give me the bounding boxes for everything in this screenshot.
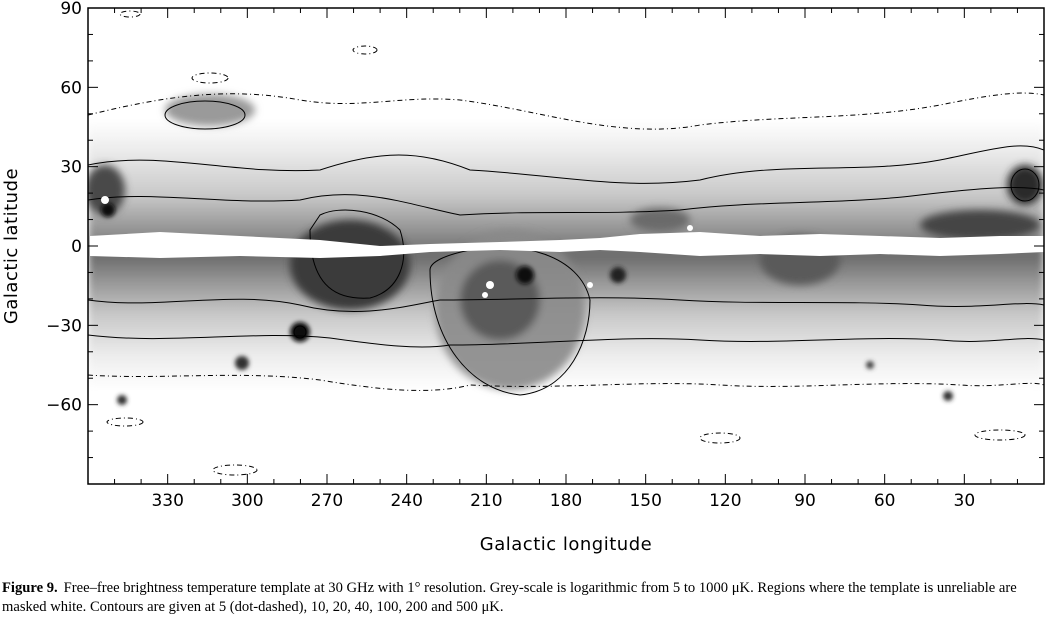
x-tick-label: 60: [874, 491, 896, 511]
y-tick-label: −30: [46, 316, 82, 336]
x-axis: 330 300 270 240 210 180 150 120 90 60 30 Galactic …: [114, 8, 1018, 555]
x-axis-title: Galactic longitude: [480, 534, 652, 555]
x-tick-label: 90: [794, 491, 816, 511]
caption-text: Free–free brightness temperature templat…: [2, 580, 1017, 615]
x-tick-label: 270: [311, 491, 343, 511]
y-tick-label: 60: [60, 78, 82, 98]
x-tick-label: 300: [231, 491, 263, 511]
plot-area: [88, 8, 1044, 484]
y-tick-labels: 90 60 30 0 −30 −60: [46, 0, 82, 416]
x-tick-label: 120: [709, 491, 741, 511]
x-tick-labels: 330 300 270 240 210 180 150 120 90 60 30: [151, 491, 975, 511]
y-axis-title: Galactic latitude: [1, 168, 22, 324]
masked-plane: [90, 196, 1044, 298]
contours-solid: [88, 100, 1044, 396]
x-tick-label: 330: [151, 491, 183, 511]
x-ticks: [114, 8, 1018, 484]
x-tick-label: 150: [629, 491, 661, 511]
caption-label: Figure 9.: [2, 580, 58, 596]
x-tick-label: 30: [954, 491, 976, 511]
y-tick-label: 90: [60, 0, 82, 19]
y-ticks: [88, 33, 1044, 459]
y-tick-label: 30: [60, 158, 82, 178]
y-axis: 90 60 30 0 −30 −60 Galactic latitude: [1, 0, 1044, 459]
contours-dashed: [88, 10, 1044, 476]
x-tick-label: 240: [390, 491, 422, 511]
x-tick-label: 180: [550, 491, 582, 511]
y-tick-label: −60: [46, 396, 82, 416]
compact-sources: [101, 203, 953, 405]
x-tick-label: 210: [470, 491, 502, 511]
figure-caption: Figure 9. Free–free brightness temperatur…: [2, 579, 1044, 616]
y-tick-label: 0: [71, 237, 82, 257]
